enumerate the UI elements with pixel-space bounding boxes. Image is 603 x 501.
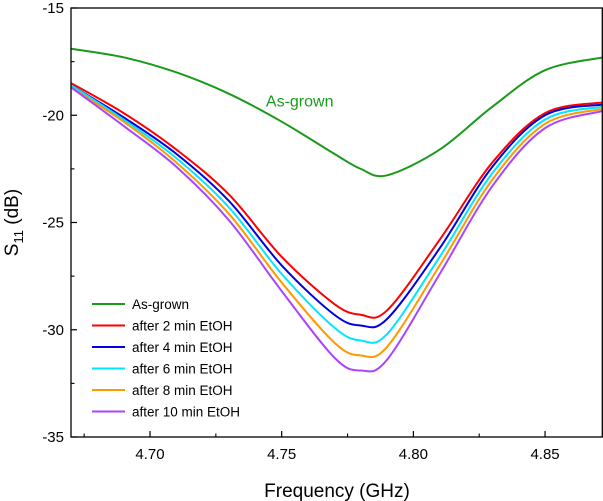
x-axis-label: Frequency (GHz) xyxy=(264,481,410,501)
y-tick-label: -15 xyxy=(42,0,64,17)
y-tick-label: -30 xyxy=(42,322,64,339)
legend-label-3: after 6 min EtOH xyxy=(132,362,233,377)
legend-label-2: after 4 min EtOH xyxy=(132,340,233,355)
series-line-0 xyxy=(70,47,603,178)
y-tick-label: -35 xyxy=(42,429,64,446)
x-tick-label: 4.75 xyxy=(267,446,296,463)
y-axis-label: S11 (dB) xyxy=(2,189,26,256)
legend-label-4: after 8 min EtOH xyxy=(132,383,233,398)
y-tick-label: -20 xyxy=(42,107,64,124)
annotation-as-grown: As-grown xyxy=(266,94,334,111)
y-axis-label-main: S xyxy=(2,244,23,257)
legend-label-1: after 2 min EtOH xyxy=(132,319,233,334)
series-lines xyxy=(70,47,603,373)
y-axis-label-unit: (dB) xyxy=(2,189,23,230)
legend-label-5: after 10 min EtOH xyxy=(132,405,240,420)
series-line-4 xyxy=(70,86,603,359)
x-tick-label: 4.70 xyxy=(135,446,164,463)
y-axis-label-subscript: 11 xyxy=(11,230,26,244)
x-tick-label: 4.80 xyxy=(399,446,428,463)
series-line-1 xyxy=(70,82,603,319)
series-line-2 xyxy=(70,84,603,329)
y-tick-label: -25 xyxy=(42,215,64,232)
legend-label-0: As-grown xyxy=(132,297,189,312)
plot-frame xyxy=(70,7,603,438)
series-line-3 xyxy=(70,84,603,344)
legend: As-grown after 2 min EtOH after 4 min EtOH… xyxy=(92,297,240,420)
x-tick-label: 4.85 xyxy=(530,446,559,463)
series-line-5 xyxy=(70,86,603,373)
tick-labels: 4.70 4.75 4.80 4.85 -35 -30 -25 -20 -15 xyxy=(42,0,559,463)
